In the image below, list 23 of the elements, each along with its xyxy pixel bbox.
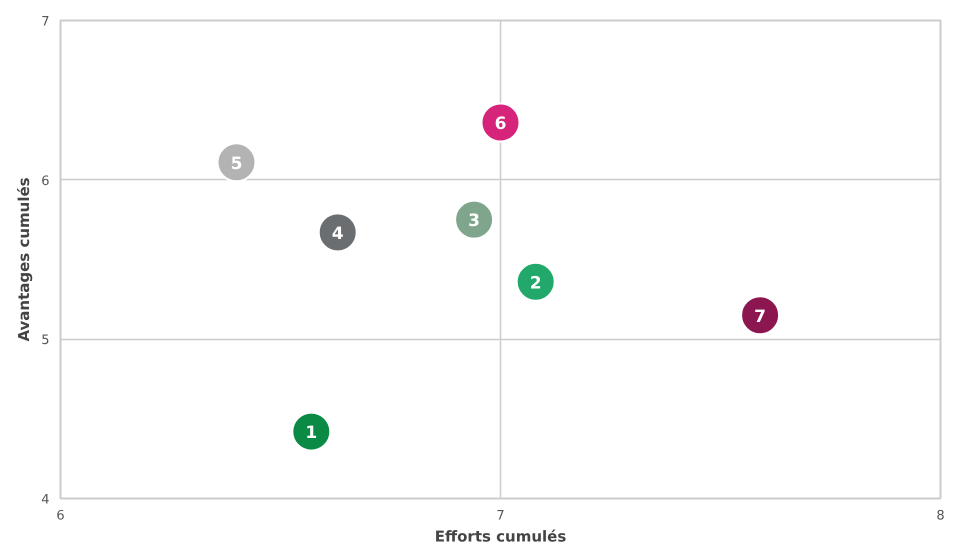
point <box>480 102 520 142</box>
y-axis-title: Avantages cumulés <box>15 177 34 342</box>
y-tick-label: 7 <box>41 14 50 30</box>
y-tick-label: 4 <box>41 492 50 508</box>
x-tick-label: 6 <box>56 508 65 524</box>
y-tick-label: 6 <box>41 174 50 189</box>
x-axis-title: Efforts cumulés <box>434 528 566 546</box>
x-tick-label: 8 <box>936 508 945 524</box>
annotation: 6 <box>494 114 506 134</box>
annotation: 4 <box>332 224 344 244</box>
point <box>740 295 780 336</box>
point <box>291 412 332 452</box>
y-tick-label: 5 <box>41 333 50 348</box>
annotation: 7 <box>754 306 766 327</box>
point <box>216 142 256 182</box>
annotation: 5 <box>230 154 242 174</box>
point <box>454 200 494 240</box>
annotation: 2 <box>530 273 542 294</box>
x-tick-label: 7 <box>496 508 505 524</box>
annotation: 1 <box>305 423 318 444</box>
annotation: 3 <box>468 211 480 232</box>
point <box>516 262 556 302</box>
point <box>318 212 358 252</box>
